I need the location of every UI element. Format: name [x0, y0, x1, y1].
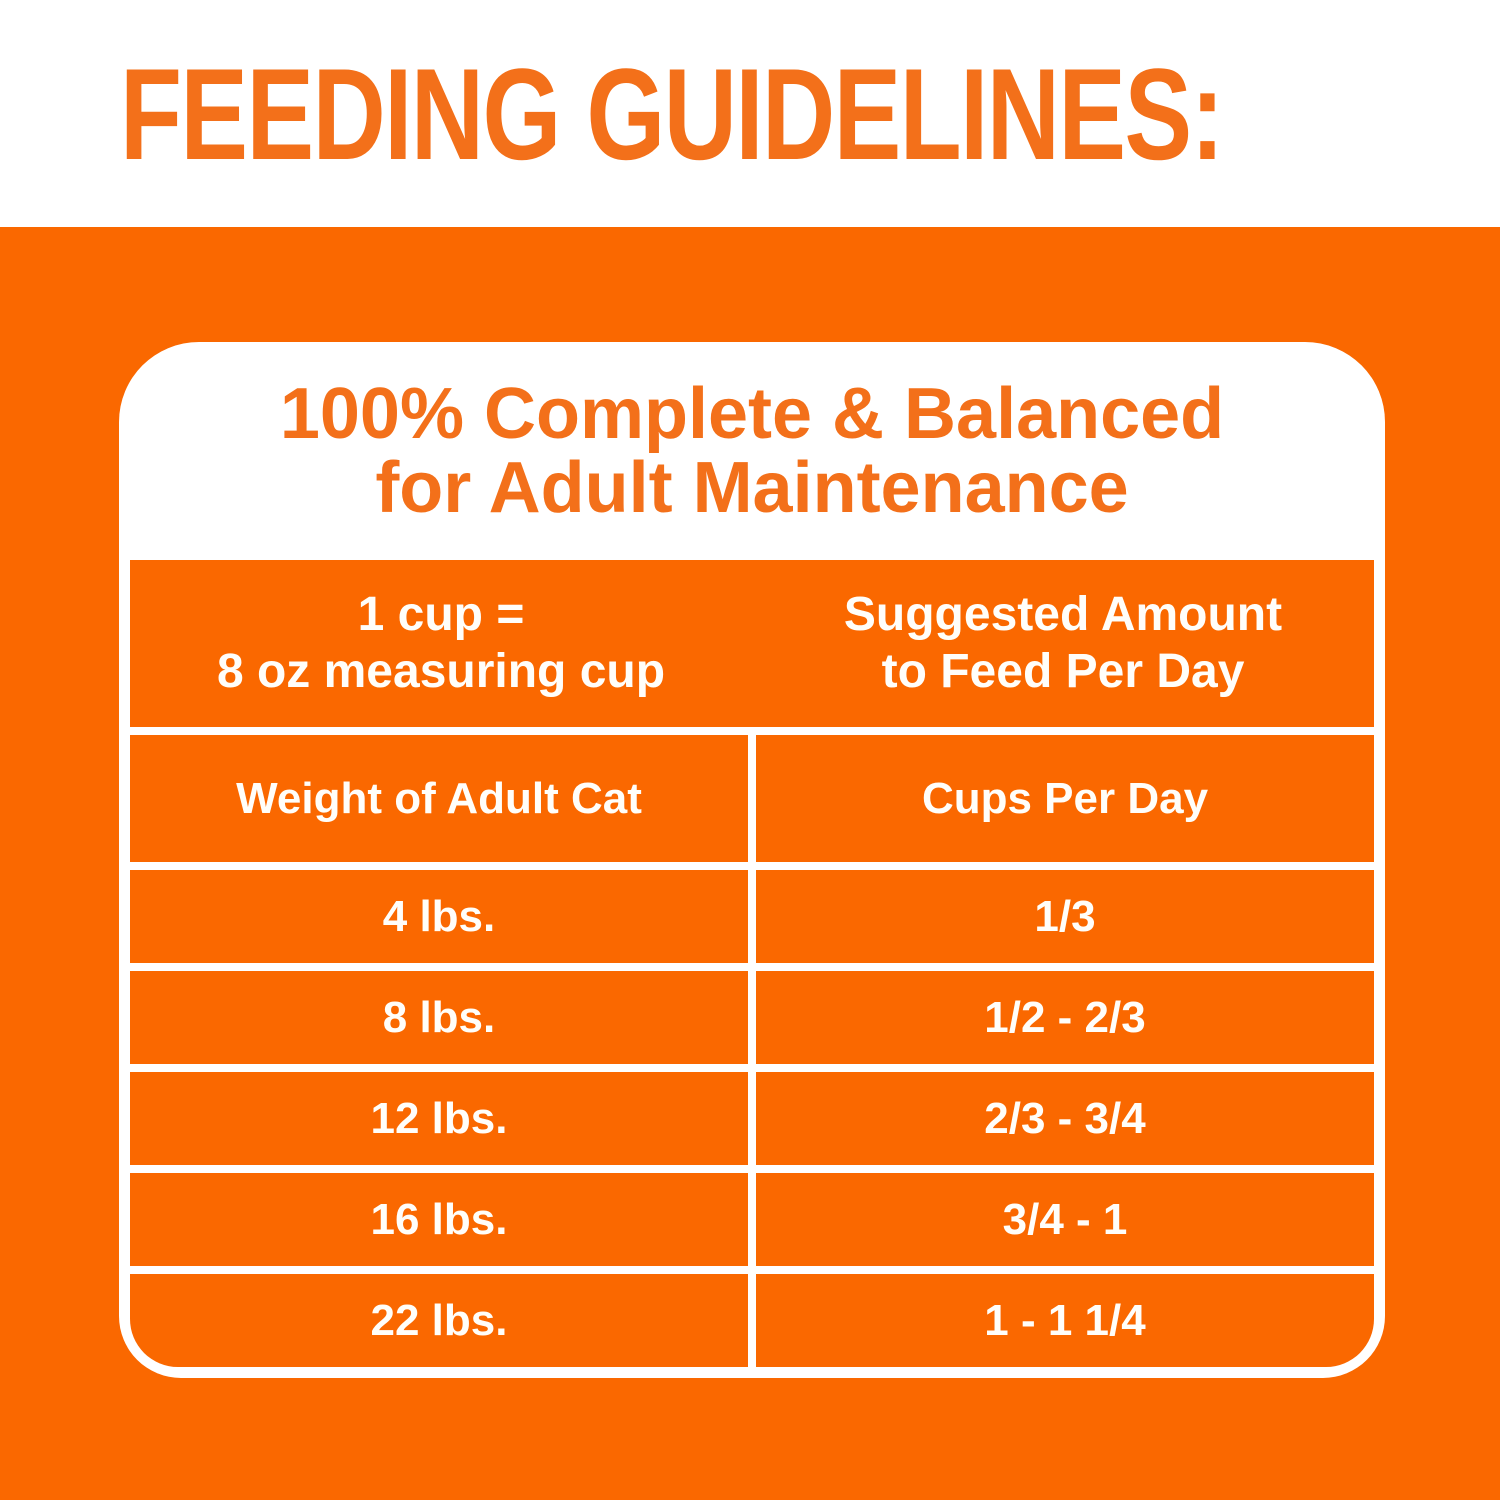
table-row-weight: 16 lbs.: [130, 1173, 748, 1266]
table-row-cups: 2/3 - 3/4: [756, 1072, 1374, 1165]
table-row-cups: 3/4 - 1: [756, 1173, 1374, 1266]
table-row-cups: 1/2 - 2/3: [756, 971, 1374, 1064]
orange-background: 100% Complete & Balanced for Adult Maint…: [0, 227, 1500, 1500]
column-header-cups: Cups Per Day: [756, 735, 1374, 862]
feeding-guidelines-card: 100% Complete & Balanced for Adult Maint…: [119, 342, 1385, 1378]
table-header-row: 1 cup = 8 oz measuring cup Suggested Amo…: [130, 560, 1374, 727]
card-title: 100% Complete & Balanced for Adult Maint…: [130, 342, 1374, 560]
card-title-line2: for Adult Maintenance: [375, 448, 1129, 528]
page-header: FEEDING GUIDELINES:: [0, 0, 1500, 227]
page-title: FEEDING GUIDELINES:: [120, 40, 1224, 187]
table-row-weight: 22 lbs.: [130, 1274, 748, 1367]
cup-note-line1: 1 cup =: [357, 587, 525, 641]
column-header-weight: Weight of Adult Cat: [130, 735, 748, 862]
card-title-line1: 100% Complete & Balanced: [279, 373, 1225, 454]
cup-note-line2: 8 oz measuring cup: [216, 644, 666, 698]
table-row-cups: 1 - 1 1/4: [756, 1274, 1374, 1367]
suggested-line1: Suggested Amount: [843, 587, 1283, 641]
table-row-cups: 1/3: [756, 870, 1374, 963]
suggested-amount-header: Suggested Amount to Feed Per Day: [752, 587, 1374, 700]
table-row-weight: 4 lbs.: [130, 870, 748, 963]
suggested-line2: to Feed Per Day: [881, 644, 1245, 698]
feeding-table: 1 cup = 8 oz measuring cup Suggested Amo…: [130, 560, 1374, 1367]
table-row-weight: 8 lbs.: [130, 971, 748, 1064]
table-row-weight: 12 lbs.: [130, 1072, 748, 1165]
cup-measure-note: 1 cup = 8 oz measuring cup: [130, 587, 752, 700]
